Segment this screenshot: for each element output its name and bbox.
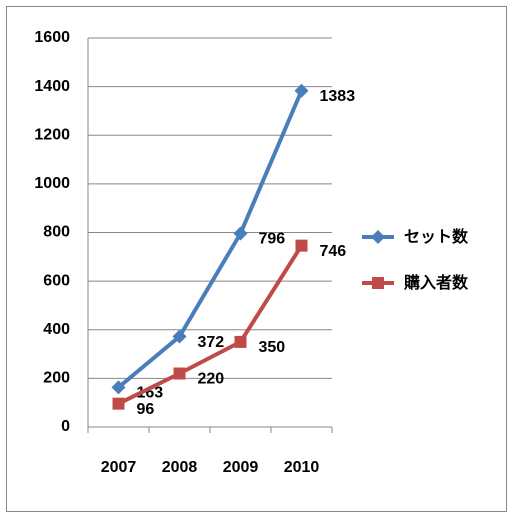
data-label: 220	[198, 371, 225, 388]
data-label: 746	[320, 243, 347, 260]
data-point	[295, 239, 308, 252]
y-tick-label: 600	[43, 272, 70, 289]
data-point	[234, 335, 247, 348]
legend-label: 購入者数	[403, 273, 469, 292]
data-label: 163	[137, 385, 164, 402]
legend-label: セット数	[404, 227, 469, 246]
data-label: 796	[259, 231, 286, 248]
y-tick-label: 400	[43, 321, 70, 338]
data-point	[173, 367, 186, 380]
data-label: 1383	[320, 88, 356, 105]
data-label: 350	[259, 339, 286, 356]
y-tick-label: 1000	[34, 175, 70, 192]
chart-border	[6, 6, 507, 512]
y-tick-label: 800	[43, 224, 70, 241]
x-tick-label: 2007	[101, 459, 137, 476]
data-point	[111, 380, 126, 395]
y-tick-label: 200	[43, 370, 70, 387]
x-tick-label: 2009	[223, 459, 259, 476]
data-label: 96	[137, 401, 155, 418]
legend-marker	[371, 230, 385, 244]
y-tick-label: 1200	[34, 126, 70, 143]
data-label: 372	[198, 334, 225, 351]
data-point	[233, 226, 248, 241]
y-tick-label: 1400	[34, 78, 70, 95]
y-tick-label: 0	[61, 418, 70, 435]
y-tick-label: 1600	[34, 29, 70, 46]
series-line	[117, 89, 304, 389]
x-tick-label: 2010	[284, 459, 320, 476]
series-line	[117, 244, 304, 406]
x-tick-label: 2008	[162, 459, 198, 476]
data-point	[172, 329, 187, 344]
legend-marker	[372, 277, 384, 289]
data-point	[294, 83, 309, 98]
data-point	[112, 397, 125, 410]
